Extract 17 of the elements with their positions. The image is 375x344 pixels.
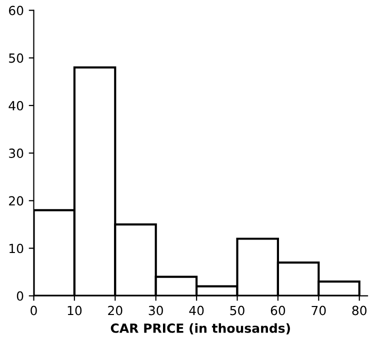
x-tick-label: 0	[30, 306, 37, 316]
x-tick-label: 10	[68, 306, 82, 316]
y-tick-label: 60	[8, 6, 24, 16]
y-tick-label: 20	[9, 196, 24, 206]
x-tick-label: 50	[230, 306, 244, 316]
x-tick-label: 60	[270, 306, 286, 316]
x-tick-label: 70	[312, 306, 326, 316]
x-tick-label: 30	[148, 306, 163, 316]
y-tick-label: 30	[9, 148, 24, 158]
y-tick-label: 0	[16, 291, 24, 301]
y-tick-label: 40	[8, 100, 24, 110]
x-axis-title: CAR PRICE (in thousands)	[110, 323, 290, 334]
x-tick-label: 20	[108, 306, 122, 316]
y-tick-label: 10	[9, 244, 24, 254]
x-tick-label: 40	[189, 306, 204, 316]
x-tick-label: 80	[352, 306, 366, 316]
y-tick-label: 50	[9, 53, 24, 63]
